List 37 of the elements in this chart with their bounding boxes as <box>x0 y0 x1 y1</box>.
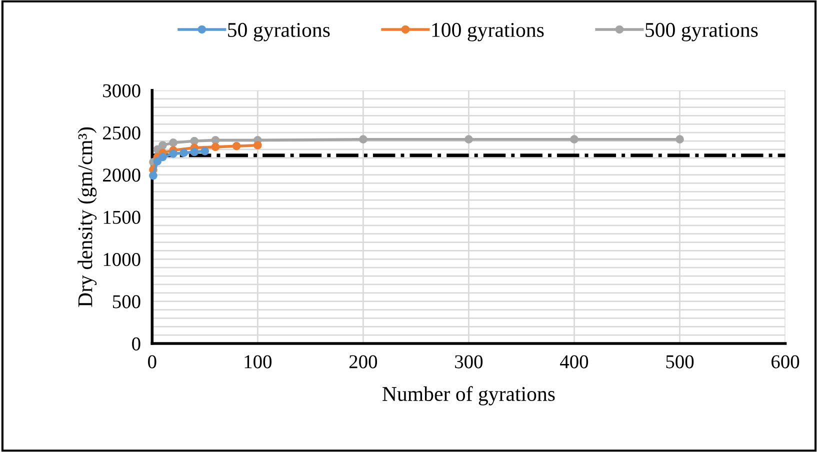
x-tick-label: 200 <box>349 355 378 368</box>
point <box>211 142 220 152</box>
point <box>200 146 210 156</box>
y-axis-title: Dry density (gm/cm³) <box>78 127 97 307</box>
y-tick-label: 2500 <box>103 126 140 140</box>
point <box>153 157 162 166</box>
y-tick-label: 1000 <box>104 252 140 266</box>
point <box>190 136 199 146</box>
x-tick-label: 0 <box>148 355 156 368</box>
point <box>464 135 473 144</box>
point <box>211 136 220 144</box>
point <box>359 135 368 144</box>
point <box>169 150 178 158</box>
x-tick-label: 300 <box>455 355 483 368</box>
y-tick-label: 1500 <box>104 210 140 224</box>
x-tick-label: 600 <box>772 355 800 368</box>
point <box>169 138 178 147</box>
x-tick-label: 400 <box>560 355 588 368</box>
point <box>180 148 188 158</box>
point <box>232 142 241 150</box>
legend-label: 500 gyrations <box>646 22 758 42</box>
y-tick-label: 0 <box>132 337 140 350</box>
y-tick-label: 3000 <box>103 84 140 98</box>
x-axis-title: Number of gyrations <box>382 386 555 406</box>
point <box>149 171 158 180</box>
y-tick-label: 2000 <box>103 168 140 182</box>
point <box>158 152 167 162</box>
x-tick-label: 500 <box>666 355 694 368</box>
y-tick-label: 500 <box>113 295 140 308</box>
point <box>254 141 262 150</box>
point <box>570 135 578 144</box>
legend-label: 100 gyrations <box>432 22 544 42</box>
x-tick-label: 100 <box>244 355 272 368</box>
point <box>158 141 167 150</box>
point <box>190 148 199 156</box>
legend-label: 50 gyrations <box>228 22 330 42</box>
point <box>676 135 684 144</box>
